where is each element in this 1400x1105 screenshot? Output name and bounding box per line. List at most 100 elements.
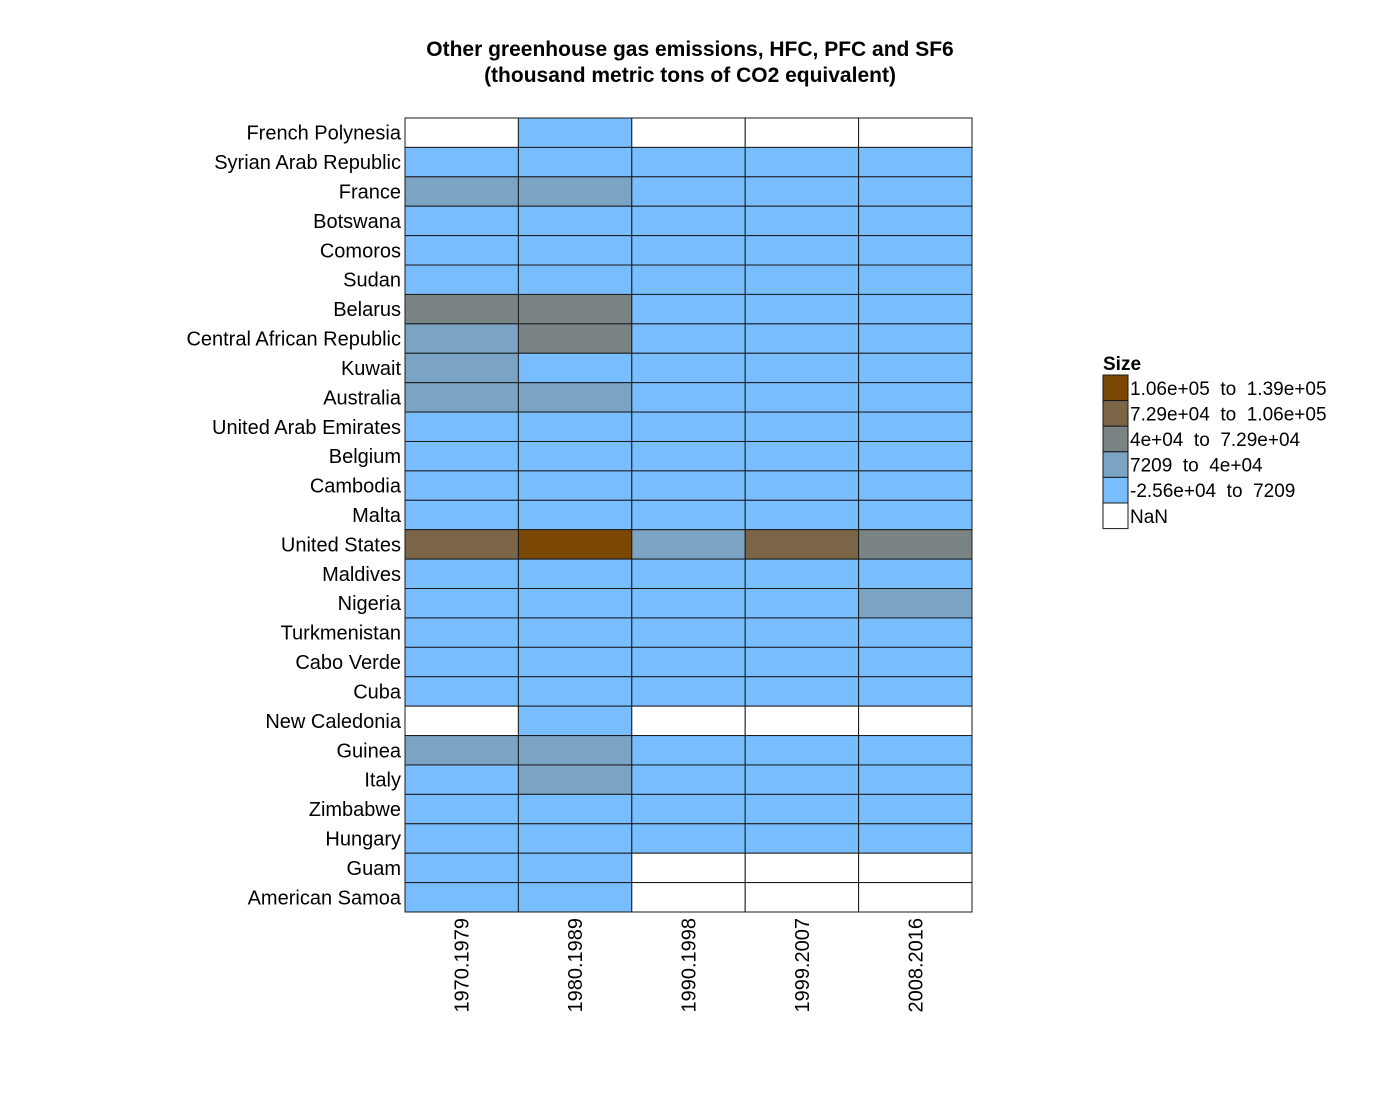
heatmap-cell: [517, 205, 633, 237]
heatmap-cell: [858, 323, 973, 354]
heatmap-cell: [404, 176, 519, 207]
heatmap-cell: [404, 117, 519, 148]
heatmap-cell: [858, 705, 973, 737]
heatmap-cell: [404, 264, 519, 295]
heatmap-cell: [404, 440, 519, 472]
y-tick-label: Turkmenistan: [281, 623, 401, 645]
heatmap-cell: [858, 764, 973, 795]
heatmap-cell: [404, 205, 519, 237]
x-tick-label: 1980.1989: [565, 918, 587, 1013]
heatmap-cell: [517, 588, 633, 619]
heatmap-cell: [744, 352, 860, 384]
heatmap-cell: [517, 440, 633, 472]
heatmap-cell: [858, 646, 973, 678]
y-tick-label: New Caledonia: [265, 711, 402, 733]
heatmap-cell: [631, 764, 746, 795]
heatmap-cell: [517, 823, 633, 854]
heatmap-cell: [517, 705, 633, 737]
heatmap-cell: [631, 499, 746, 531]
heatmap-cell: [517, 735, 633, 766]
heatmap-cell: [631, 470, 746, 501]
y-tick-label: French Polynesia: [246, 123, 401, 145]
y-tick-label: Guam: [347, 858, 401, 880]
heatmap-cell: [858, 235, 973, 266]
heatmap-cell: [858, 264, 973, 295]
y-tick-label: Syrian Arab Republic: [214, 152, 401, 174]
heatmap-cell: [517, 323, 633, 354]
heatmap-cell: [631, 264, 746, 295]
heatmap-cell: [631, 235, 746, 266]
heatmap-cell: [631, 440, 746, 472]
x-tick-label: 1990.1998: [679, 918, 701, 1013]
legend-swatch: [1102, 425, 1129, 453]
heatmap-cell: [858, 146, 973, 178]
heatmap-cell: [744, 235, 860, 266]
heatmap-cell: [744, 646, 860, 678]
heatmap-cell: [744, 470, 860, 501]
y-tick-label: Central African Republic: [186, 329, 401, 351]
heatmap-cell: [631, 735, 746, 766]
heatmap-cell: [858, 529, 973, 560]
heatmap-cell: [404, 499, 519, 531]
heatmap-cell: [517, 852, 633, 884]
heatmap-cell: [404, 411, 519, 442]
heatmap-cell: [858, 558, 973, 590]
heatmap-cell: [404, 676, 519, 707]
legend-swatch: [1102, 502, 1129, 530]
heatmap-cell: [404, 852, 519, 884]
chart-title: Other greenhouse gas emissions, HFC, PFC…: [426, 38, 953, 87]
heatmap-cell: [404, 293, 519, 325]
heatmap-cell: [631, 293, 746, 325]
y-tick-label: Cuba: [353, 681, 402, 703]
y-tick-label: Guinea: [337, 740, 402, 762]
legend-swatch: [1102, 400, 1129, 427]
heatmap-cell: [404, 382, 519, 413]
y-tick-label: France: [339, 182, 401, 204]
heatmap-cell: [517, 529, 633, 560]
legend-swatch: [1102, 374, 1129, 402]
heatmap-cell: [404, 646, 519, 678]
y-tick-label: Cabo Verde: [295, 652, 401, 674]
y-tick-label: Australia: [323, 387, 402, 409]
heatmap-cell: [404, 617, 519, 648]
heatmap-cell: [631, 588, 746, 619]
heatmap-cell: [404, 705, 519, 737]
heatmap-cell: [744, 558, 860, 590]
heatmap-cell: [404, 588, 519, 619]
heatmap-cell: [631, 411, 746, 442]
heatmap-cell: [744, 323, 860, 354]
y-tick-label: Malta: [352, 505, 402, 527]
heatmap-cell: [631, 205, 746, 237]
heatmap-cell: [744, 117, 860, 148]
heatmap-cell: [517, 617, 633, 648]
heatmap-cell: [404, 146, 519, 178]
y-tick-label: Maldives: [322, 564, 401, 586]
heatmap-cell: [744, 705, 860, 737]
chart-title-line-1: Other greenhouse gas emissions, HFC, PFC…: [426, 38, 953, 61]
heatmap-cell: [858, 793, 973, 825]
heatmap-cell: [631, 529, 746, 560]
heatmap-cell: [858, 440, 973, 472]
y-tick-label: United Arab Emirates: [212, 417, 401, 439]
heatmap-cell: [631, 323, 746, 354]
heatmap-cell: [744, 440, 860, 472]
heatmap-cell: [631, 146, 746, 178]
y-tick-label: United States: [281, 534, 401, 556]
y-tick-label: Kuwait: [341, 358, 401, 380]
heatmap-cell: [404, 352, 519, 384]
heatmap-cell: [744, 764, 860, 795]
heatmap-cell: [744, 793, 860, 825]
heatmap-cell: [744, 382, 860, 413]
heatmap-cell: [744, 146, 860, 178]
legend-label: 7209 to 4e+04: [1130, 456, 1263, 477]
y-tick-label: Cambodia: [310, 476, 402, 498]
y-tick-label: Botswana: [313, 211, 402, 233]
x-axis-labels: 1970.1979 1980.1989 1990.1998 1999.2007 2008…: [452, 918, 928, 1013]
heatmap-cell: [858, 382, 973, 413]
x-tick-label: 2008.2016: [905, 918, 927, 1013]
heatmap-cell: [404, 470, 519, 501]
y-tick-label: American Samoa: [248, 887, 402, 909]
heatmap-cell: [517, 293, 633, 325]
heatmap-cell: [517, 793, 633, 825]
